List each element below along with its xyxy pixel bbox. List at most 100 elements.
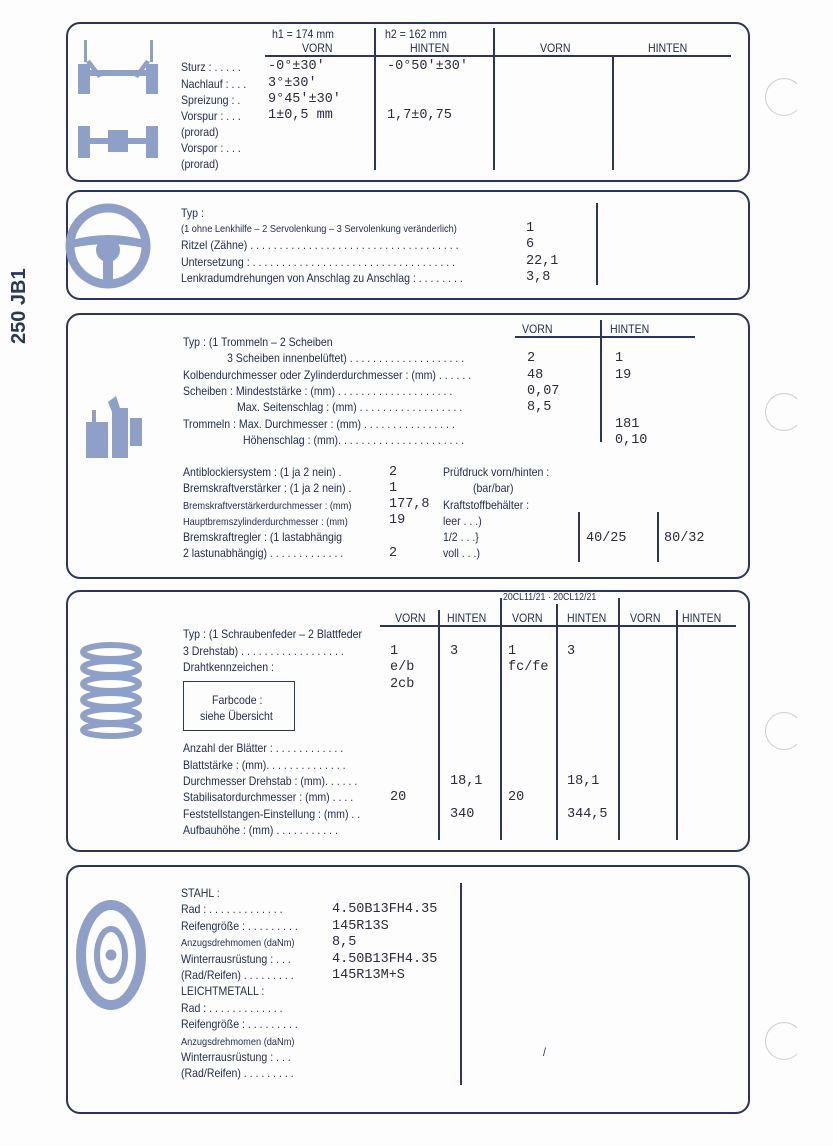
value: 1	[390, 644, 399, 659]
value: 344,5	[567, 807, 608, 822]
row-label: Winterrausrüstung : . . .	[181, 951, 291, 966]
wheels-section	[66, 865, 750, 1114]
pressure-unit: (bar/bar)	[473, 481, 514, 495]
divider	[374, 28, 376, 170]
value: 8,5	[332, 935, 357, 951]
divider	[500, 598, 502, 840]
row-label: LEICHTMETALL :	[181, 984, 265, 999]
row-label: Winterrausrüstung : . . .	[181, 1050, 291, 1064]
value: 0,07	[527, 384, 560, 399]
row-label: Rad : . . . . . . . . . . . . .	[181, 902, 283, 917]
row-label: STAHL :	[181, 886, 220, 900]
pressure-label: Prüfdruck vorn/hinten :	[443, 465, 550, 479]
col-header: VORN	[522, 322, 553, 336]
row-label: (1 ohne Lenkhilfe – 2 Servolenkung – 3 S…	[181, 223, 457, 235]
row-label: Bremskraftverstärker : (1 ja 2 nein) .	[183, 481, 352, 495]
h1-label: h1 = 174 mm	[272, 27, 334, 41]
model-group-label: 20CL11/21 · 20CL12/21	[503, 592, 597, 603]
value: 145R13S	[332, 918, 389, 934]
binder-hole	[765, 712, 803, 750]
value: 1	[615, 351, 624, 366]
binder-hole	[765, 78, 803, 116]
divider	[612, 55, 614, 170]
row-label: Nachlauf : . . .	[181, 77, 247, 91]
value: 181	[615, 417, 640, 432]
divider	[493, 28, 495, 170]
value: 19	[615, 368, 632, 383]
row-label: Bremskraftregler : (1 lastabhängig	[183, 530, 343, 544]
value: 340	[450, 807, 475, 822]
value: 48	[527, 368, 544, 383]
value: 40/25	[586, 531, 627, 546]
value: 4.50B13FH4.35	[332, 902, 438, 918]
row-label: (prorad)	[181, 125, 219, 139]
value: 1	[526, 221, 535, 236]
row-label: Trommeln : Max. Durchmesser : (mm) . . .…	[183, 417, 455, 431]
divider	[265, 55, 731, 57]
divider	[618, 598, 620, 840]
col-header: HINTEN	[682, 611, 722, 625]
value: 22,1	[526, 254, 559, 269]
binder-hole	[765, 1022, 803, 1060]
value: 19	[389, 513, 406, 528]
row-label: 3 Drehstab) . . . . . . . . . . . . . . …	[183, 644, 344, 658]
value: 0,10	[615, 433, 648, 448]
row-label: Ritzel (Zähne) . . . . . . . . . . . . .…	[181, 238, 459, 252]
row-label: (Rad/Reifen) . . . . . . . . .	[181, 968, 294, 982]
value: 2	[389, 546, 398, 561]
row-label: Rad : . . . . . . . . . . . . .	[181, 1000, 283, 1015]
alignment-section	[66, 22, 750, 182]
row-label: Hauptbremszylinderdurchmesser : (mm)	[183, 516, 348, 528]
value: 2	[389, 465, 398, 480]
value: 1±0,5 mm	[268, 108, 333, 123]
col-header: VORN	[630, 611, 661, 625]
divider	[578, 512, 580, 562]
col-header: HINTEN	[567, 611, 607, 625]
value: 3	[450, 644, 459, 659]
side-label: 250 JB1	[8, 268, 30, 344]
divider	[657, 512, 659, 562]
row-label: Sturz : . . . . .	[181, 60, 241, 74]
value: 3	[567, 644, 576, 659]
divider	[596, 203, 598, 285]
row-label: 2 lastunabhängig) . . . . . . . . . . . …	[183, 546, 344, 560]
value: 18,1	[450, 774, 483, 789]
row-label: Typ : (1 Schraubenfeder – 2 Blattfeder	[183, 627, 363, 641]
divider	[600, 320, 602, 442]
axle-icon	[78, 40, 158, 158]
row-label: Lenkradumdrehungen von Anschlag zu Ansch…	[181, 271, 463, 285]
value: 18,1	[567, 774, 600, 789]
col-header: HINTEN	[648, 41, 688, 55]
value: 2cb	[390, 677, 415, 692]
col-header: HINTEN	[410, 41, 450, 55]
row-label: Spreizung : .	[181, 93, 241, 107]
row-label: Feststellstangen-Einstellung : (mm) . .	[183, 807, 361, 821]
brakes-section	[66, 313, 750, 579]
brake-icon	[86, 396, 142, 458]
value: 20	[508, 790, 525, 805]
value: 145R13M+S	[332, 968, 405, 983]
row-label: Anzahl der Blätter : . . . . . . . . . .…	[183, 741, 344, 755]
value: 20	[390, 790, 407, 805]
row-label: Blattstärke : (mm). . . . . . . . . . . …	[183, 758, 346, 772]
row-label: Untersetzung : . . . . . . . . . . . . .…	[181, 255, 456, 269]
divider	[556, 604, 558, 840]
row-label: Vorspur : . . .	[181, 109, 241, 123]
row-label: Drahtkennzeichen :	[183, 660, 274, 674]
col-header: VORN	[540, 41, 571, 55]
row-label: Stabilisatordurchmesser : (mm) . . . .	[183, 790, 354, 804]
tire-icon	[76, 900, 146, 1010]
row-label: Reifengröße : . . . . . . . . .	[181, 1017, 298, 1032]
spring-icon	[80, 642, 142, 739]
divider	[438, 610, 440, 840]
h2-label: h2 = 162 mm	[385, 27, 447, 41]
row-label: Typ : (1 Trommeln – 2 Scheiben	[183, 335, 333, 349]
row-label: Durchmesser Drehstab : (mm). . . . . .	[183, 774, 358, 788]
value: 3°±30'	[268, 76, 317, 91]
value: e/b	[390, 660, 415, 675]
value: 80/32	[664, 531, 705, 546]
steering-wheel-icon	[65, 203, 151, 289]
value: 6	[526, 237, 535, 252]
row-label: Max. Seitenschlag : (mm) . . . . . . . .…	[237, 400, 463, 414]
